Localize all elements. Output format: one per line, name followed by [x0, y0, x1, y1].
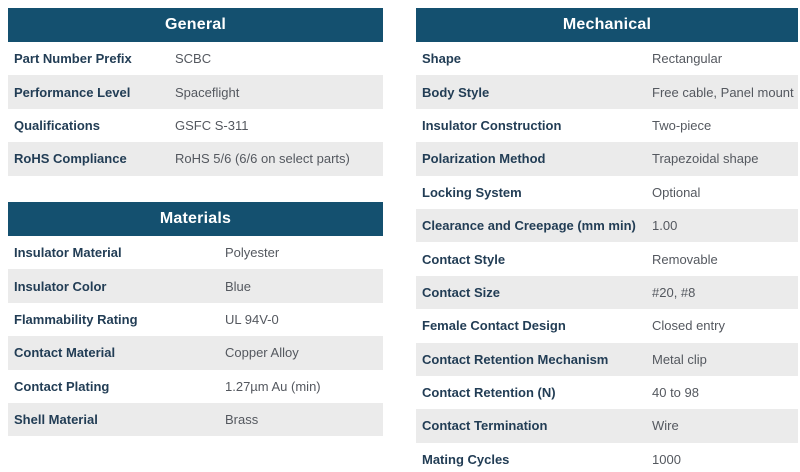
spec-label: Contact Termination: [422, 418, 548, 434]
spec-label: Contact Retention Mechanism: [422, 351, 609, 367]
spec-label: Clearance and Creepage (mm min): [422, 218, 636, 234]
spec-label: Mating Cycles: [422, 451, 510, 467]
table-row: RoHS Compliance RoHS 5/6 (6/6 on select …: [8, 142, 383, 176]
spec-label: Contact Style: [422, 251, 506, 267]
spec-value: Blue: [225, 278, 252, 294]
table-row: Insulator Construction Two-piece: [416, 108, 798, 143]
spec-value: 1.00: [652, 218, 678, 234]
spec-label: Insulator Construction: [422, 117, 562, 133]
table-row: Contact Retention Mechanism Metal clip: [416, 342, 798, 376]
table-row: Mating Cycles 1000: [416, 442, 798, 472]
spec-label: Insulator Color: [14, 278, 107, 294]
table-row: Flammability Rating UL 94V-0: [8, 302, 383, 337]
spec-value: Copper Alloy: [225, 345, 299, 361]
general-table-title: General: [8, 8, 383, 42]
mechanical-table: Mechanical Shape Rectangular Body Style …: [416, 8, 798, 472]
spec-value: Free cable, Panel mount: [652, 84, 794, 100]
spec-value: #20, #8: [652, 284, 696, 300]
table-row: Insulator Material Polyester: [8, 235, 383, 270]
spec-value: Optional: [652, 184, 701, 200]
spec-value: 40 to 98: [652, 385, 699, 401]
spec-label: RoHS Compliance: [14, 151, 127, 167]
table-row: Female Contact Design Closed entry: [416, 309, 798, 343]
spec-label: Flammability Rating: [14, 311, 138, 327]
spec-value: Two-piece: [652, 117, 712, 133]
spec-label: Insulator Material: [14, 245, 122, 261]
table-row: Shell Material Brass: [8, 402, 383, 437]
spec-label: Body Style: [422, 84, 490, 100]
table-row: Clearance and Creepage (mm min) 1.00: [416, 208, 798, 243]
spec-value: Spaceflight: [175, 84, 240, 100]
table-row: Body Style Free cable, Panel mount: [416, 75, 798, 109]
table-row: Insulator Color Blue: [8, 269, 383, 303]
spec-label: Female Contact Design: [422, 318, 566, 334]
table-row: Contact Plating 1.27µm Au (min): [8, 369, 383, 403]
spec-value: Polyester: [225, 245, 280, 261]
spec-label: Locking System: [422, 184, 522, 200]
table-gap: [8, 176, 383, 202]
spec-value: Trapezoidal shape: [652, 151, 759, 167]
general-table: General Part Number Prefix SCBC Performa…: [8, 8, 383, 176]
spec-value: Rectangular: [652, 51, 723, 67]
table-row: Shape Rectangular: [416, 42, 798, 76]
table-row: Contact Material Copper Alloy: [8, 336, 383, 370]
spec-value: 1000: [652, 451, 681, 467]
spec-label: Contact Plating: [14, 378, 110, 394]
spec-label: Qualifications: [14, 117, 100, 133]
table-row: Qualifications GSFC S-311: [8, 108, 383, 143]
spec-label: Polarization Method: [422, 151, 546, 167]
spec-label: Shape: [422, 51, 462, 67]
spec-value: Closed entry: [652, 318, 725, 334]
spec-value: GSFC S-311: [175, 117, 249, 133]
spec-label: Part Number Prefix: [14, 51, 132, 67]
table-row: Contact Style Removable: [416, 242, 798, 276]
spec-value: Removable: [652, 251, 718, 267]
spec-value: SCBC: [175, 51, 212, 67]
table-row: Part Number Prefix SCBC: [8, 42, 383, 76]
spec-label: Performance Level: [14, 84, 131, 100]
table-row: Polarization Method Trapezoidal shape: [416, 142, 798, 176]
right-column: Mechanical Shape Rectangular Body Style …: [416, 8, 798, 472]
table-row: Contact Termination Wire: [416, 409, 798, 443]
spec-value: 1.27µm Au (min): [225, 378, 321, 394]
table-row: Performance Level Spaceflight: [8, 75, 383, 109]
spec-label: Contact Size: [422, 284, 501, 300]
spec-label: Shell Material: [14, 412, 98, 428]
spec-value: Brass: [225, 412, 259, 428]
left-column: General Part Number Prefix SCBC Performa…: [8, 8, 383, 437]
spec-value: Wire: [652, 418, 679, 434]
spec-value: RoHS 5/6 (6/6 on select parts): [175, 151, 350, 167]
materials-table-title: Materials: [8, 201, 383, 236]
materials-table: Materials Insulator Material Polyester I…: [8, 201, 383, 437]
table-row: Contact Size #20, #8: [416, 275, 798, 310]
mechanical-table-title: Mechanical: [416, 8, 798, 42]
table-row: Locking System Optional: [416, 175, 798, 209]
spec-label: Contact Retention (N): [422, 385, 556, 401]
spec-value: UL 94V-0: [225, 311, 279, 327]
table-row: Contact Retention (N) 40 to 98: [416, 375, 798, 410]
spec-value: Metal clip: [652, 351, 707, 367]
spec-label: Contact Material: [14, 345, 116, 361]
